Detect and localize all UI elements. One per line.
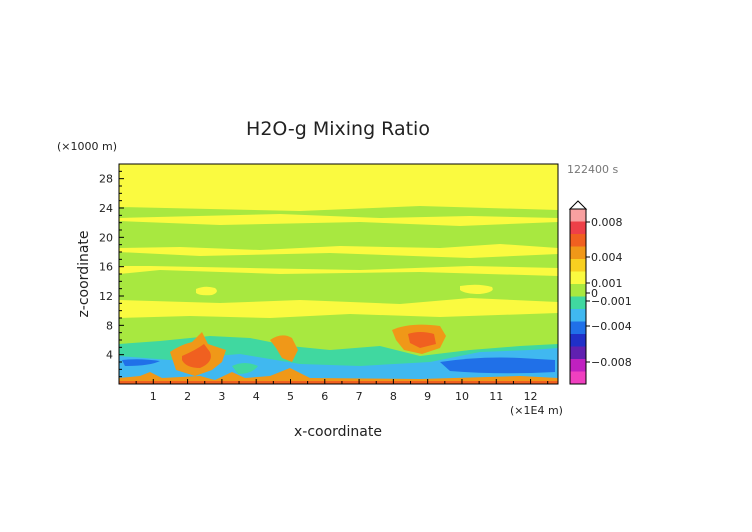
colorbar-label: 0.001 [591,277,623,290]
colorbar-swatch [570,234,586,247]
band-lower-green [119,252,558,270]
red-core-3 [408,332,436,348]
colorbar-overflow-arrow [568,200,588,210]
contour-field [119,164,558,384]
yellow-patch-1 [196,286,217,296]
x-tick-label: 2 [184,390,191,403]
colorbar-swatch [570,209,586,222]
x-tick-label: 1 [150,390,157,403]
colorbar-label: 0 [591,287,598,300]
x-tick-label: 7 [356,390,363,403]
colorbar-swatch [570,321,586,335]
y-tick-label: 12 [99,290,113,303]
colorbar-swatch [570,309,586,322]
y-tick-label: 8 [106,319,113,332]
x-tick-label: 3 [218,390,225,403]
colorbar-label: −0.001 [591,295,632,308]
surface-cyan-patch [232,363,258,374]
surface-orange-1 [119,368,558,384]
chart-title: H2O-g Mixing Ratio [246,118,430,140]
band-mid-green [119,221,558,250]
colorbar-swatch [570,346,586,360]
colorbar-swatch [570,371,586,385]
y-tick-label: 24 [99,202,113,215]
surface-red-strip [119,381,558,384]
y-tick-label: 16 [99,261,113,274]
colorbar-label: −0.008 [591,356,632,369]
colorbar-swatch [570,296,586,310]
x-tick-label: 5 [287,390,294,403]
y-tick-label: 4 [106,349,113,362]
x-tick-label: 9 [424,390,431,403]
colorbar-frame [569,208,587,385]
yellow-patch-2 [460,284,493,294]
orange-plume-2 [270,335,298,362]
x-axis-label: x-coordinate [294,424,382,440]
colorbar-label: −0.004 [591,320,632,333]
x-tick-label: 6 [321,390,328,403]
band-high-green [119,206,558,218]
band-green-12km [119,270,558,304]
colorbar-swatch [570,259,586,272]
blue-region [119,348,558,382]
colorbar-swatch [570,334,586,347]
red-core-1 [182,344,211,368]
colorbar-swatch [570,246,586,260]
colorbar-label: 0.004 [591,251,623,264]
y-tick-label: 20 [99,231,113,244]
x-axis: 1 2 3 4 5 6 7 8 9 10 11 12 [135,379,549,403]
colorbar-label: 0.008 [591,216,623,229]
colorbar-swatch [570,284,586,297]
y-axis-label: z-coordinate [76,230,92,317]
y-unit-label: (×1000 m) [57,140,117,153]
dark-blue-region [440,357,555,374]
colorbar-swatch [570,271,586,285]
x-tick-label: 11 [489,390,503,403]
x-tick-label: 8 [390,390,397,403]
y-axis: 4 8 12 16 20 24 28 [99,170,124,378]
y-tick-label: 28 [99,173,113,186]
colorbar-swatch [570,221,586,235]
x-tick-label: 12 [524,390,538,403]
colorbar-swatch [570,359,586,372]
x-unit-label: (×1E4 m) [510,404,563,417]
x-tick-label: 10 [455,390,469,403]
time-label: 122400 s [567,163,618,176]
x-tick-label: 4 [253,390,260,403]
dark-blue-left [122,359,160,366]
